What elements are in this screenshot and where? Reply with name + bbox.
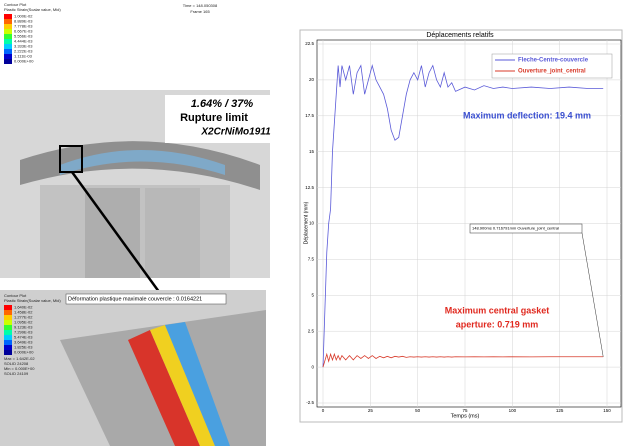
- y-tick-label: 2.5: [308, 328, 315, 333]
- y-tick-label: -2.5: [306, 400, 314, 405]
- callout: 1.64% / 37%: [191, 98, 254, 110]
- annotation: aperture: 0.719 mm: [456, 319, 539, 329]
- swatch: [4, 330, 12, 335]
- swatch: [4, 34, 12, 39]
- callout: X2CrNiMo1911: [200, 127, 271, 138]
- y-tick-label: 12.5: [305, 185, 314, 190]
- x-tick-label: 50: [415, 408, 421, 413]
- x-tick-label: 125: [556, 408, 564, 413]
- swatch: [4, 335, 12, 340]
- fea-top: 1.64% / 37% Rupture limit X2CrNiMo1911 T…: [0, 0, 271, 322]
- x-tick-label: 25: [368, 408, 374, 413]
- swatch: [4, 54, 12, 59]
- swatch: [4, 49, 12, 54]
- swatch: [4, 320, 12, 325]
- swatch: [4, 325, 12, 330]
- swatch: [4, 24, 12, 29]
- swatch: [4, 315, 12, 320]
- swatch: [4, 39, 12, 44]
- swatch: [4, 29, 12, 34]
- callout: Rupture limit: [180, 112, 248, 124]
- x-tick-label: 75: [462, 408, 468, 413]
- legend-label: Fleche-Centre-couvercle: [518, 58, 589, 64]
- annotation: 148.900ms 0.716791mm Ouverture_joint_cen…: [472, 226, 559, 231]
- stat: SOLID 24109: [4, 371, 29, 376]
- legend-value: 0.000E+00: [14, 350, 34, 355]
- y-tick-label: 17.5: [305, 113, 314, 118]
- x-tick-label: 150: [603, 408, 611, 413]
- chart-title: Déplacements relatifs: [426, 32, 494, 39]
- swatch: [4, 19, 12, 24]
- swatch: [4, 59, 12, 64]
- frame: Frame 165: [190, 9, 210, 14]
- y-tick-label: 7.5: [308, 257, 315, 262]
- y-tick-label: 22.5: [305, 41, 314, 46]
- y-tick-label: 20: [309, 77, 315, 82]
- legend-label: Ouverture_joint_central: [518, 69, 586, 75]
- legend-values: 1.000E-028.889E-037.778E-036.667E-035.55…: [4, 14, 34, 64]
- y-tick-label: 10: [309, 221, 315, 226]
- time: Time = 148.050308: [183, 3, 218, 8]
- legend-sub: Plastic Strain(Scalar value, Mid): [4, 298, 61, 303]
- legend-value: 0.000E+00: [14, 59, 34, 64]
- y-tick-label: 15: [309, 149, 315, 154]
- x-tick-label: 100: [509, 408, 517, 413]
- swatch: [4, 305, 12, 310]
- swatch: [4, 340, 12, 345]
- x-label: Temps (ms): [451, 413, 480, 419]
- legend-sub: Plastic Strain(Scalar value, Mid): [4, 7, 61, 12]
- annotation: Maximum central gasket: [445, 305, 550, 315]
- annotation: Maximum deflection: 19.4 mm: [463, 110, 591, 120]
- cylinder: [145, 188, 200, 278]
- page: 1.64% / 37% Rupture limit X2CrNiMo1911 T…: [0, 0, 624, 446]
- legend-values: 1.640E-021.458E-021.277E-021.095E-029.12…: [4, 305, 34, 355]
- fea-bottom: Déformation plastique maximale couvercle…: [0, 290, 266, 446]
- swatch: [4, 14, 12, 19]
- zoom-label: Déformation plastique maximale couvercle…: [68, 296, 202, 302]
- swatch: [4, 44, 12, 49]
- swatch: [4, 345, 12, 350]
- swatch: [4, 310, 12, 315]
- swatch: [4, 350, 12, 355]
